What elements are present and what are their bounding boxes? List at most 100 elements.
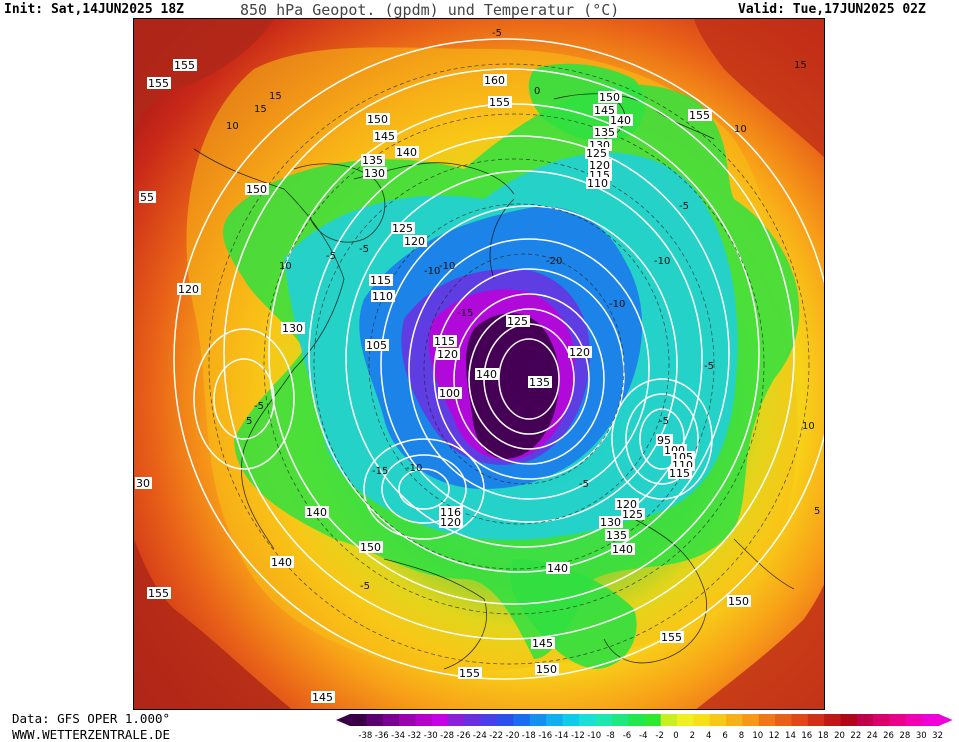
geopotential-label: 155 [458,667,482,680]
isotherm-label: -10 [406,463,422,474]
geopotential-label: 100 [438,387,462,400]
svg-text:120: 120 [616,498,637,511]
geopotential-label: 150 [366,113,390,126]
temperature-colorbar: -38 -36 -34 -32 -30 -28 -26 -24 -22 -20 -18 -16 -14-… [336,714,953,740]
colorbar-swatch [611,714,629,726]
isotherm-label: -20 [546,256,562,267]
geopotential-label: 55 [139,191,156,204]
geopotential-label: 150 [359,541,383,554]
isotherm-label: -10 [654,256,670,267]
geopotential-label: 30 [135,477,152,490]
colorbar-tick-label: -26 [457,731,471,740]
colorbar-tick-label: 6 [722,731,727,740]
svg-text:145: 145 [312,691,333,704]
colorbar-swatch [840,714,858,726]
colorbar-tick-label: 0 [673,731,678,740]
geopotential-label: 155 [173,59,197,72]
colorbar-tick-label: 30 [916,731,927,740]
colorbar-tick-label: 20 [834,731,845,740]
colorbar-swatch [807,714,825,726]
colorbar-tick-label: -38 [358,731,372,740]
svg-text:150: 150 [728,595,749,608]
geopotential-label: 120 [177,283,201,296]
colorbar-tick-label: -36 [375,731,389,740]
svg-text:120: 120 [569,346,590,359]
geopotential-label: 120 [568,346,592,359]
svg-text:155: 155 [148,77,169,90]
colorbar-tick-label: -8 [606,731,614,740]
site-url: WWW.WETTERZENTRALE.DE [12,727,171,742]
svg-text:110: 110 [372,290,393,303]
svg-text:130: 130 [600,516,621,529]
colorbar-swatch [873,714,890,726]
svg-text:155: 155 [489,96,510,109]
colorbar-swatch [431,714,449,726]
svg-text:155: 155 [459,667,480,680]
geopotential-label: 120 [436,348,460,361]
colorbar-swatch [448,714,465,726]
svg-text:140: 140 [610,114,631,127]
svg-text:120: 120 [404,235,425,248]
geopotential-label: 115 [369,274,393,287]
isotherm-labels: -5 0 10 15 -5 -10 -5 -10 -20 -15 -10 -5 -10 -5 -5 -15 -1… [226,28,820,710]
colorbar-tick-label: 14 [785,731,796,740]
svg-text:105: 105 [366,339,387,352]
isotherm-label: -5 [572,708,582,710]
svg-text:145: 145 [532,637,553,650]
geopotential-label: 130 [363,167,387,180]
colorbar-tick-label: -18 [522,731,536,740]
svg-text:130: 130 [364,167,385,180]
colorbar-swatch [382,714,400,726]
svg-text:140: 140 [476,368,497,381]
isotherm-label: 15 [269,91,282,102]
colorbar-swatch [791,714,809,726]
isotherm-label: -5 [579,479,589,490]
svg-text:140: 140 [547,562,568,575]
svg-text:125: 125 [392,222,413,235]
svg-text:140: 140 [271,556,292,569]
colorbar-swatch [627,714,645,726]
colorbar-swatch [856,714,874,726]
colorbar-right-arrow [938,714,953,726]
valid-time: Valid: Tue,17JUN2025 02Z [738,2,926,17]
colorbar-swatch [366,714,384,726]
colorbar-tick-label: 22 [850,731,861,740]
colorbar-swatch [824,714,841,726]
colorbar-tick-label: -12 [571,731,585,740]
geopotential-label: 125 [621,508,645,521]
geopotential-label: 125 [506,315,530,328]
svg-text:125: 125 [622,508,643,521]
svg-text:115: 115 [669,467,690,480]
geopotential-label: 160 [483,74,507,87]
geopotential-label: 130 [599,516,623,529]
data-source: Data: GFS OPER 1.000° [12,711,171,726]
colorbar-swatch [546,714,563,726]
isotherm-label: -5 [360,581,370,592]
isotherm-label: 10 [734,124,747,135]
isotherm-label: 5 [814,506,820,517]
geopotential-label: 150 [245,183,269,196]
isotherm-label: -5 [326,251,336,262]
svg-text:30: 30 [136,477,150,490]
isotherm-label: -5 [254,401,264,412]
colorbar-tick-label: -6 [623,731,631,740]
colorbar-swatches [336,714,953,726]
colorbar-tick-label: -16 [538,731,552,740]
geopotential-label: 95 [656,434,673,447]
geopotential-label: 155 [147,77,171,90]
isotherm-label: -5 [679,201,689,212]
isotherm-label: -5 [659,416,669,427]
colorbar-swatch [677,714,694,726]
geopotential-label: 150 [598,91,622,104]
svg-text:116: 116 [440,506,461,519]
geopotential-label: 120 [403,235,427,248]
isotherm-label: -5 [492,28,502,39]
colorbar-tick-label: -28 [440,731,454,740]
colorbar-tick-label: 28 [899,731,910,740]
colorbar-swatch [464,714,482,726]
svg-text:120: 120 [437,348,458,361]
colorbar-swatch [758,714,776,726]
isotherm-label: -15 [457,308,473,319]
geopotential-label: 130 [281,322,305,335]
